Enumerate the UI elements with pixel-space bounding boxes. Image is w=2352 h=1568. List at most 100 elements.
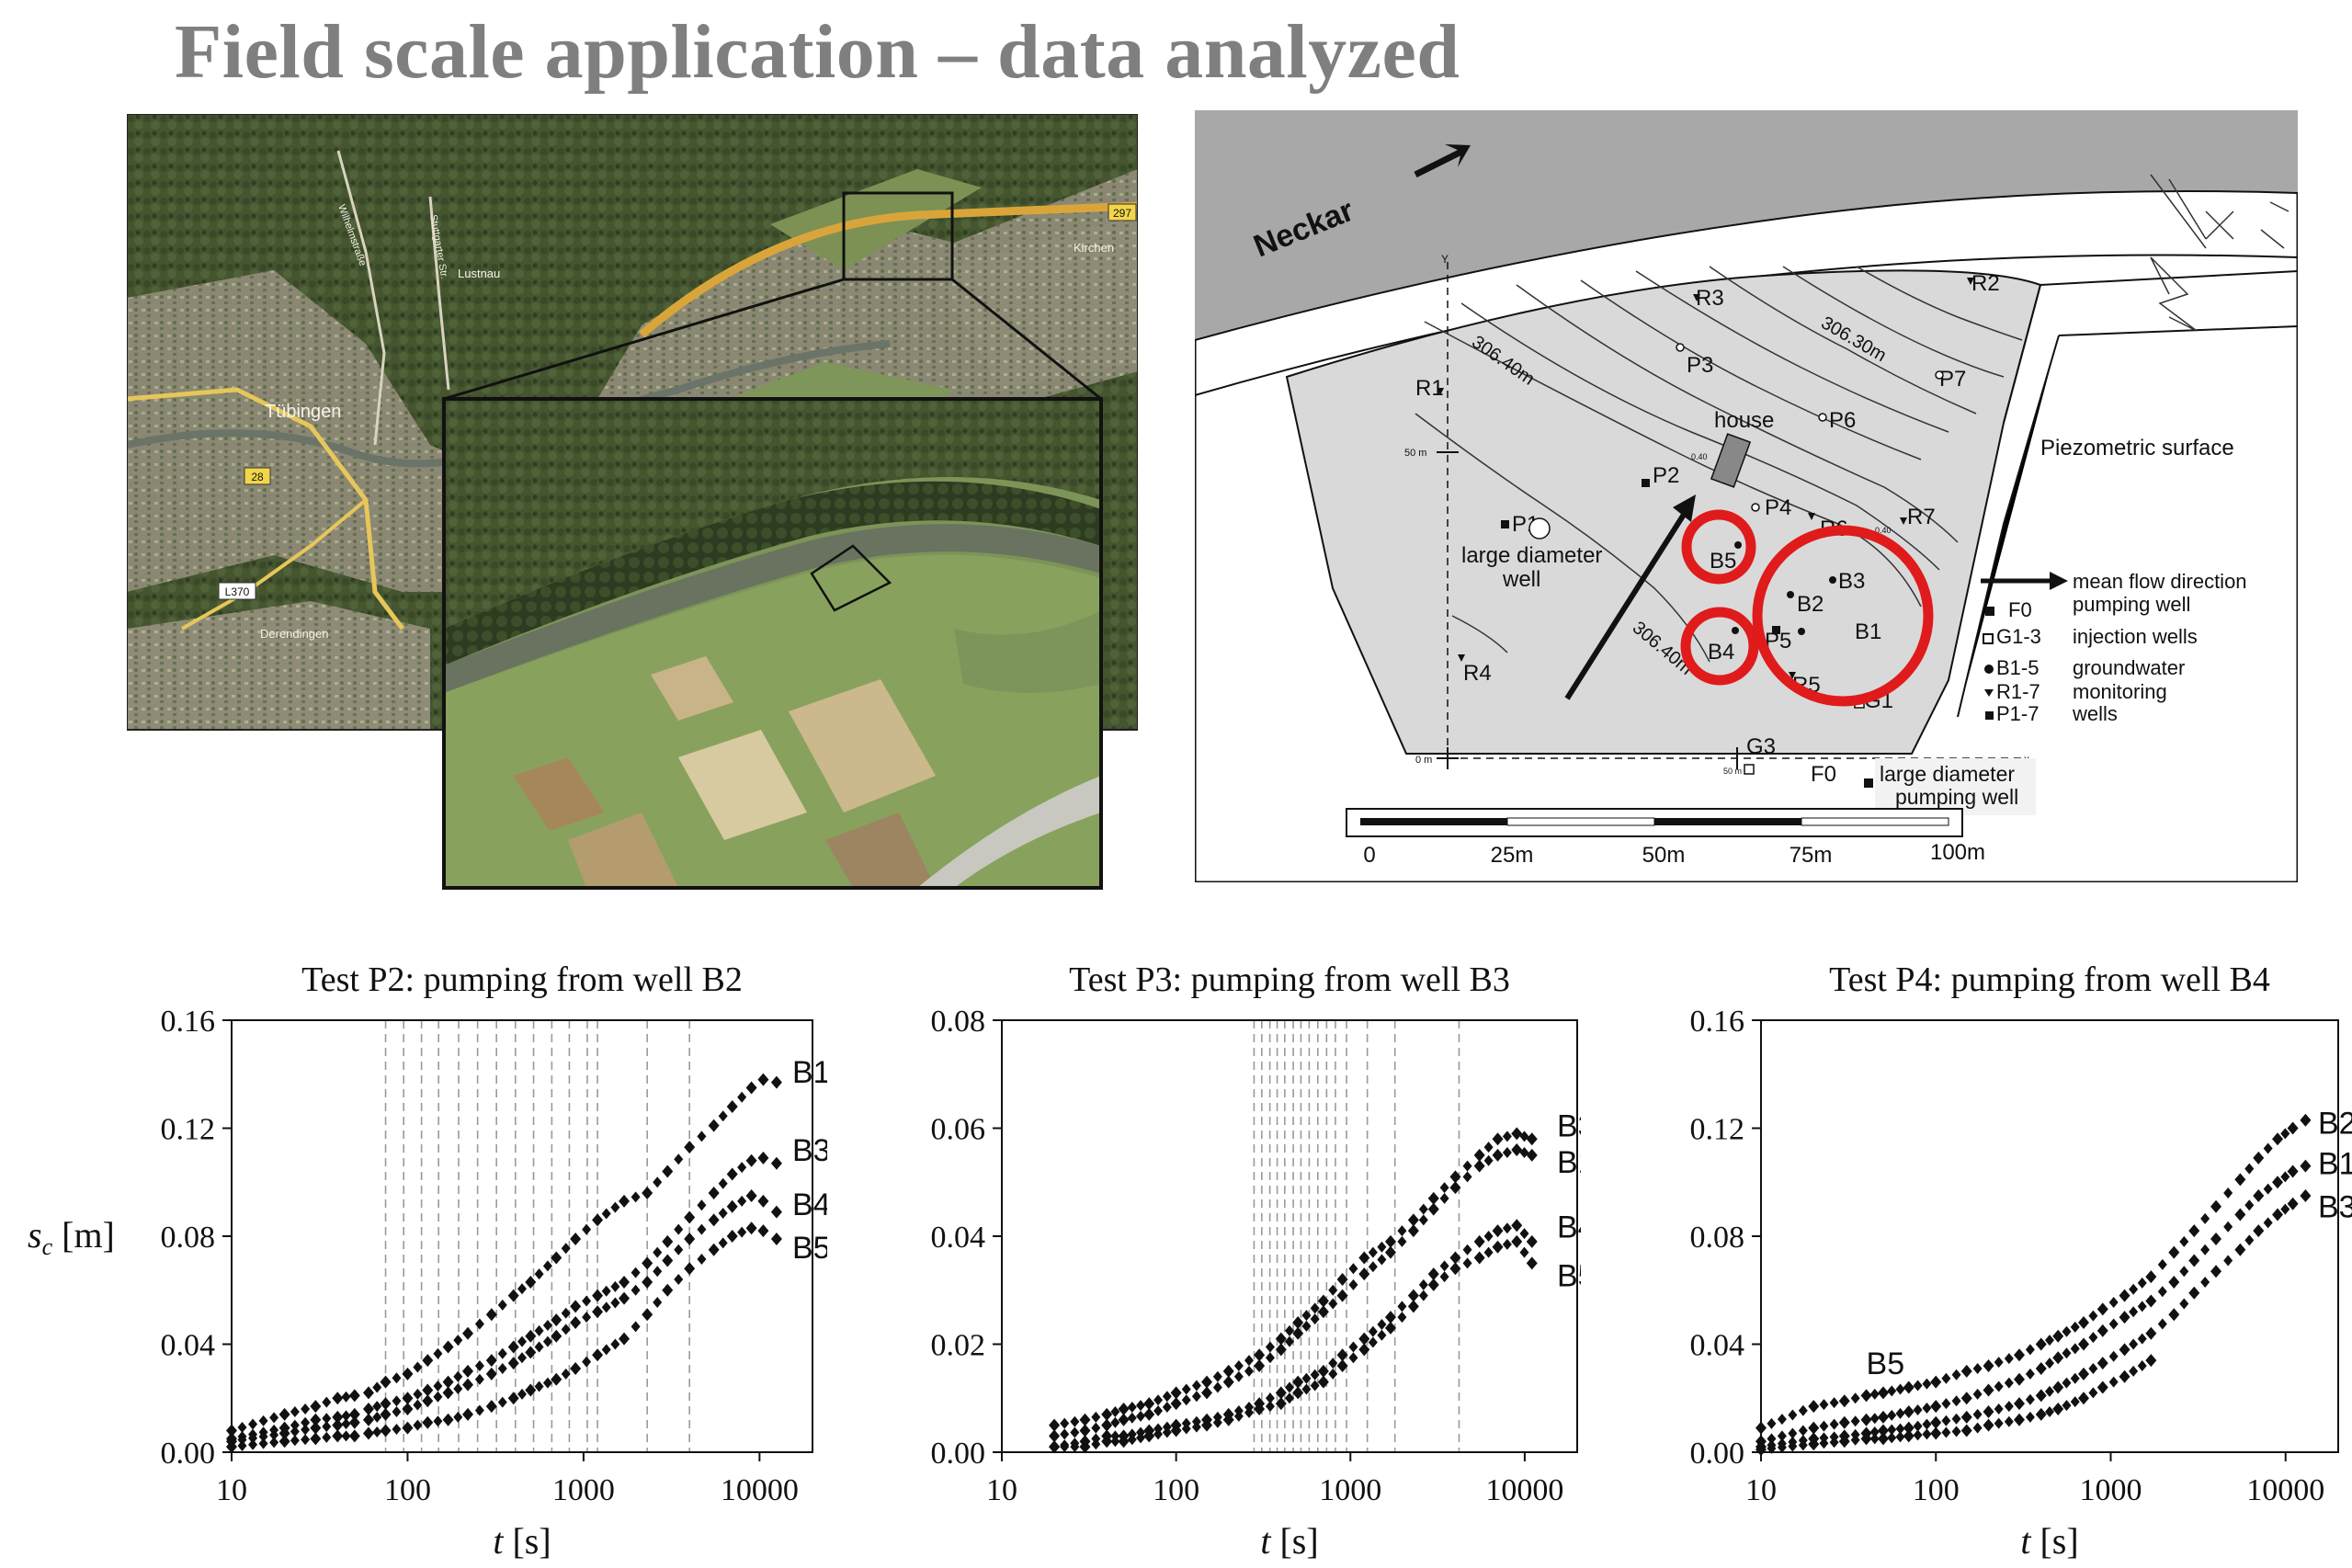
data-point [1358,1343,1370,1357]
data-point [462,1378,474,1392]
data-point [1895,1431,1905,1443]
data-point [1492,1224,1504,1238]
data-point [551,1329,562,1343]
data-point [582,1295,592,1307]
data-point [2223,1221,2233,1233]
svg-text:28: 28 [251,471,264,483]
y-tick-label: 0.16 [1690,1005,1745,1039]
data-point [684,1210,696,1224]
y-tick-label: 0.08 [1690,1221,1745,1255]
data-point [2052,1403,2064,1415]
data-point [1850,1415,1860,1427]
data-point [534,1381,544,1392]
data-point [1136,1400,1146,1412]
data-point [1358,1332,1370,1346]
slide-title: Field scale application – data analyzed [175,9,1460,95]
data-point [1960,1424,1972,1437]
data-point [662,1283,674,1297]
series-B5 [1755,1354,2157,1457]
data-point [2137,1360,2147,1371]
well-B2: B2 [1797,592,1824,617]
data-point [525,1383,537,1397]
legend: mean flow direction F0 pumping well G1-3… [1981,570,2247,725]
data-point [1275,1343,1287,1357]
data-point [1519,1228,1529,1240]
data-point [1930,1375,1942,1389]
svg-text:L370: L370 [225,585,250,598]
data-point [269,1429,279,1441]
well-R3: R3 [1696,286,1724,311]
data-point [1110,1405,1120,1417]
data-point [631,1321,641,1333]
data-point [1358,1267,1370,1281]
data-point [1136,1432,1146,1444]
data-point [1887,1409,1897,1421]
data-point [1895,1383,1905,1395]
well-P6: P6 [1829,408,1856,433]
data-point [525,1346,537,1359]
data-point [718,1237,728,1249]
data-point [684,1141,696,1154]
data-point [1170,1424,1182,1437]
data-point [2210,1265,2222,1278]
data-point [422,1354,434,1368]
data-point [2004,1377,2014,1389]
data-point [1930,1415,1942,1429]
data-point [2004,1415,2014,1427]
data-point [1798,1404,1808,1416]
data-point [1285,1324,1294,1336]
data-point [1191,1380,1201,1392]
data-point [1798,1425,1808,1437]
data-point [1310,1302,1320,1314]
data-point [592,1305,604,1319]
well-B4: B4 [1708,640,1734,665]
data-point [2035,1407,2047,1421]
data-point [2272,1208,2284,1221]
data-point [745,1081,757,1095]
data-point [1462,1171,1472,1183]
data-point [2070,1396,2080,1408]
data-point [1244,1355,1254,1367]
data-point [392,1372,402,1384]
data-point [322,1421,332,1433]
data-point [1292,1375,1304,1389]
data-point [1473,1234,1485,1248]
district2-label: Lustnau [458,267,500,280]
data-point [1275,1386,1287,1400]
data-point [1511,1143,1523,1156]
data-point [2062,1347,2072,1359]
data-point [2119,1343,2130,1357]
series-label-B5: B5 [1557,1258,1581,1293]
data-point [1181,1423,1191,1435]
data-point [2078,1392,2090,1405]
x-axis-label: t [s] [493,1520,551,1562]
data-point [1869,1413,1880,1425]
x-tick-label: 10000 [721,1473,799,1507]
well-R4: R4 [1463,661,1492,686]
data-point [310,1421,322,1435]
data-point [2004,1401,2014,1413]
data-point [653,1176,663,1188]
data-point [718,1110,728,1122]
data-point [1368,1325,1378,1337]
data-point [674,1244,684,1256]
y-axis-label: sc [m] [28,1214,115,1260]
data-point [462,1407,474,1421]
data-point [1838,1415,1850,1429]
data-point [1473,1159,1485,1173]
data-point [592,1213,604,1227]
data-point [1377,1329,1387,1341]
north-arrow-icon [2150,174,2290,332]
data-point [1462,1257,1472,1269]
data-point [1519,1246,1529,1258]
data-point [726,1230,738,1243]
data-point [1222,1364,1234,1378]
data-point [631,1191,641,1203]
data-point [1418,1203,1428,1215]
data-point [485,1354,497,1368]
data-point [2280,1171,2290,1183]
data-point [453,1411,463,1423]
river-area [1195,110,2298,340]
data-point [332,1392,344,1405]
data-point [1181,1394,1191,1406]
